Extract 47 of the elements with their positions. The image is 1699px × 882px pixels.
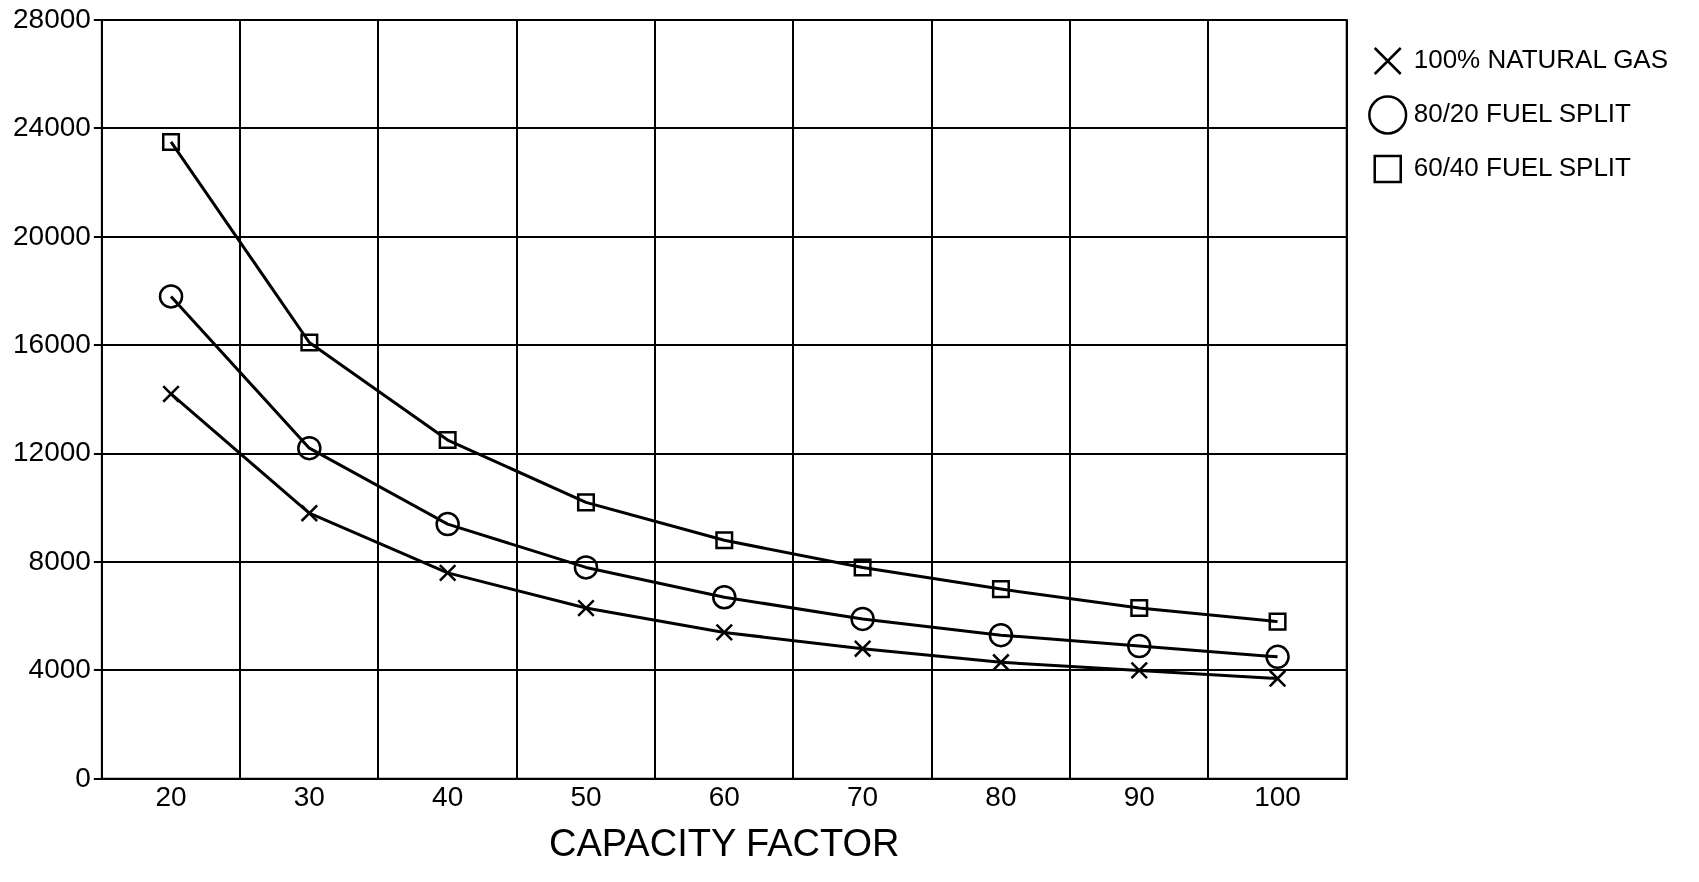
y-tick-label: 4000	[28, 653, 91, 685]
point	[576, 599, 595, 618]
point	[1130, 661, 1149, 680]
point	[991, 580, 1010, 599]
point	[712, 584, 737, 610]
x-tick-label: 20	[155, 781, 187, 813]
x-tick-label: 30	[293, 781, 325, 813]
point	[988, 622, 1014, 648]
point	[853, 639, 872, 658]
point	[161, 132, 181, 151]
y-tick-label: 28000	[12, 2, 91, 34]
point	[1268, 669, 1287, 688]
point	[435, 511, 460, 537]
point	[573, 555, 599, 580]
point	[1127, 633, 1152, 659]
y-tick-label: 12000	[12, 436, 91, 468]
point	[300, 333, 319, 352]
point	[158, 284, 184, 309]
y-tick-label: 24000	[12, 111, 91, 143]
point	[1268, 612, 1287, 631]
x-tick-label: 80	[985, 781, 1017, 813]
point	[1265, 644, 1290, 670]
point	[438, 431, 457, 450]
x-axis-title: CAPACITY FACTOR	[549, 821, 900, 864]
x-tick-label: 90	[1123, 781, 1155, 813]
point	[850, 606, 875, 632]
legend-label: 80/20 FUEL SPLIT	[1413, 98, 1632, 129]
x-tick-label: 100	[1254, 781, 1301, 813]
y-tick-label: 20000	[12, 219, 91, 251]
point	[1130, 599, 1149, 618]
point	[576, 493, 595, 512]
x-tick-label: 60	[708, 781, 740, 813]
y-tick-label: 8000	[28, 544, 91, 576]
point	[853, 558, 872, 577]
point	[715, 531, 734, 550]
point	[300, 504, 319, 523]
point	[715, 623, 734, 642]
legend-label: 60/40 FUEL SPLIT	[1413, 152, 1632, 183]
x-tick-label: 50	[570, 781, 602, 813]
x-tick-label: 40	[432, 781, 464, 813]
y-tick-label: 0	[75, 761, 91, 793]
legend-label: 100% NATURAL GAS	[1413, 44, 1669, 75]
point	[161, 384, 181, 404]
x-tick-label: 70	[847, 781, 879, 813]
point	[297, 435, 322, 461]
point	[438, 563, 457, 582]
y-tick-label: 16000	[12, 327, 91, 359]
